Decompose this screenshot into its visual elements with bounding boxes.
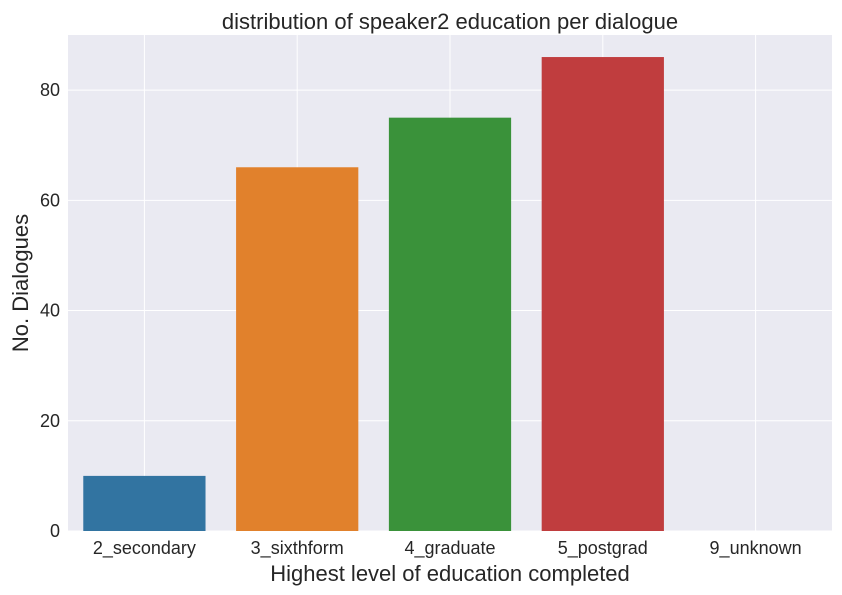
bar-5_postgrad [541,57,664,532]
bar-3_sixthform [236,167,359,531]
x-tick-label: 4_graduate [404,538,495,559]
chart-title: distribution of speaker2 education per d… [222,9,678,34]
x-tick-label: 3_sixthform [251,538,344,559]
y-tick-labels: 0 20 40 60 80 [40,80,60,541]
x-tick-labels: 2_secondary 3_sixthform 4_graduate 5_postgr… [93,538,802,559]
x-tick-label: 2_secondary [93,538,196,559]
y-tick-label: 80 [40,80,60,100]
y-tick-label: 20 [40,411,60,431]
y-axis-label: No. Dialogues [8,214,33,352]
y-tick-label: 0 [50,521,60,541]
bar-2_secondary [83,475,206,531]
bars [83,57,664,532]
x-tick-label: 5_postgrad [558,538,648,559]
y-tick-label: 60 [40,190,60,210]
bar-4_graduate [388,117,512,532]
x-axis-label: Highest level of education completed [270,561,630,586]
x-tick-label: 9_unknown [710,538,802,559]
y-tick-label: 40 [40,301,60,321]
